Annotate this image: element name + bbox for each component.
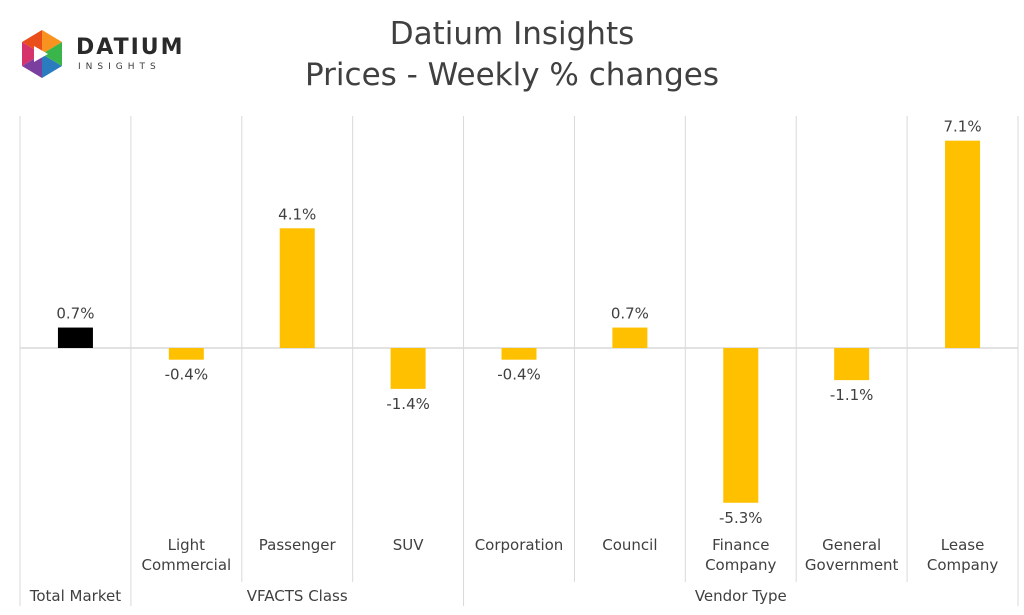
category-tick-label: Commercial [141, 556, 231, 574]
category-tick-label: SUV [393, 536, 425, 554]
logo-sub: INSIGHTS [78, 62, 161, 72]
category-tick-label: Finance [712, 536, 769, 554]
logo-word: DATIUM [76, 35, 185, 60]
category-tick-label: Company [927, 556, 998, 574]
category-tick-label: Corporation [475, 536, 564, 554]
data-label: -1.4% [386, 395, 430, 413]
data-label: 4.1% [278, 205, 316, 223]
category-tick-label: Government [805, 556, 899, 574]
category-tick-label: Company [705, 556, 776, 574]
group-label: Vendor Type [695, 587, 787, 605]
bar [57, 327, 93, 348]
bar [501, 348, 537, 360]
logo-mark-icon [22, 30, 62, 78]
bar [612, 327, 648, 348]
bar [945, 140, 981, 348]
chart-subtitle: Prices - Weekly % changes [305, 57, 719, 93]
data-label: 0.7% [611, 305, 649, 323]
chart-title: Datium Insights [389, 16, 635, 52]
data-label: -5.3% [719, 509, 763, 527]
bar [834, 348, 870, 381]
data-label: 0.7% [56, 305, 94, 323]
data-label: -1.1% [830, 386, 874, 404]
category-tick-label: Passenger [259, 536, 337, 554]
data-label: -0.4% [165, 366, 209, 384]
data-label: -0.4% [497, 366, 541, 384]
bar [390, 348, 426, 389]
bar [723, 348, 759, 503]
data-label: 7.1% [944, 118, 982, 136]
category-tick-label: Council [602, 536, 657, 554]
bar [279, 228, 315, 348]
category-tick-label: General [822, 536, 881, 554]
datium-logo: DATIUM INSIGHTS [18, 28, 183, 84]
category-tick-label: Lease [941, 536, 985, 554]
group-label: VFACTS Class [247, 587, 348, 605]
category-tick-label: Light [168, 536, 206, 554]
bar [168, 348, 204, 360]
group-label: Total Market [29, 587, 121, 605]
